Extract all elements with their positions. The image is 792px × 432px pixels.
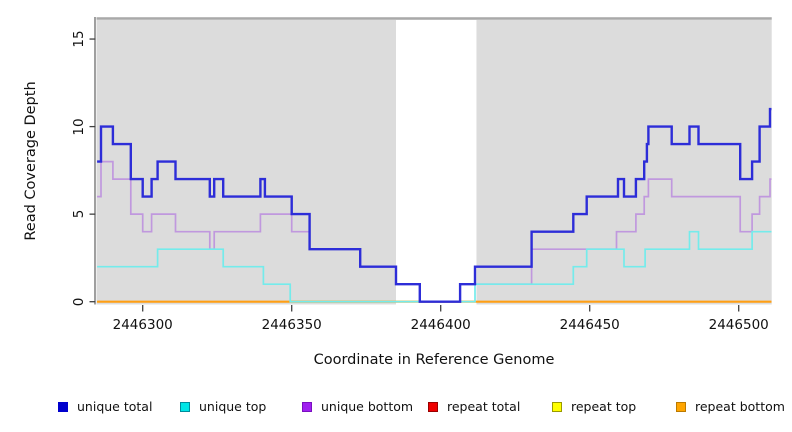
y-tick-label: 15 [71, 30, 87, 48]
y-tick-label: 5 [71, 209, 87, 219]
legend-label: repeat bottom [695, 399, 785, 414]
series-line-unique-total [97, 107, 772, 303]
legend-item-repeat-total: repeat total [428, 397, 520, 417]
y-tick-label: 10 [71, 118, 87, 136]
legend-item-unique-bottom: unique bottom [302, 397, 413, 417]
legend-swatch-unique-bottom [302, 402, 312, 412]
legend-swatch-repeat-bottom [676, 402, 686, 412]
x-tick-label: 2446300 [112, 317, 173, 333]
y-tick-label: 0 [71, 297, 87, 306]
legend-label: unique top [199, 399, 267, 414]
legend: unique total unique top unique bottom re… [0, 397, 792, 419]
legend-label: unique bottom [321, 399, 414, 414]
legend-swatch-repeat-top [552, 402, 562, 412]
legend-label: repeat top [571, 399, 637, 414]
legend-swatch-unique-top [180, 402, 190, 412]
legend-label: repeat total [447, 399, 521, 414]
series-line-unique-top [97, 230, 772, 303]
x-axis-title: Coordinate in Reference Genome [313, 352, 555, 368]
x-tick-label: 2446500 [708, 317, 769, 333]
legend-swatch-unique-total [58, 402, 68, 412]
x-tick-label: 2446450 [559, 317, 620, 333]
legend-item-repeat-bottom: repeat bottom [676, 397, 785, 417]
x-tick-label: 2446400 [410, 317, 471, 333]
masked-region-band [396, 20, 477, 305]
y-axis-title: Read Coverage Depth [23, 81, 39, 241]
legend-item-repeat-top: repeat top [552, 397, 636, 417]
legend-item-unique-top: unique top [180, 397, 266, 417]
legend-swatch-repeat-total [428, 402, 438, 412]
x-tick-label: 2446350 [261, 317, 322, 333]
legend-item-unique-total: unique total [58, 397, 152, 417]
legend-label: unique total [77, 399, 153, 414]
